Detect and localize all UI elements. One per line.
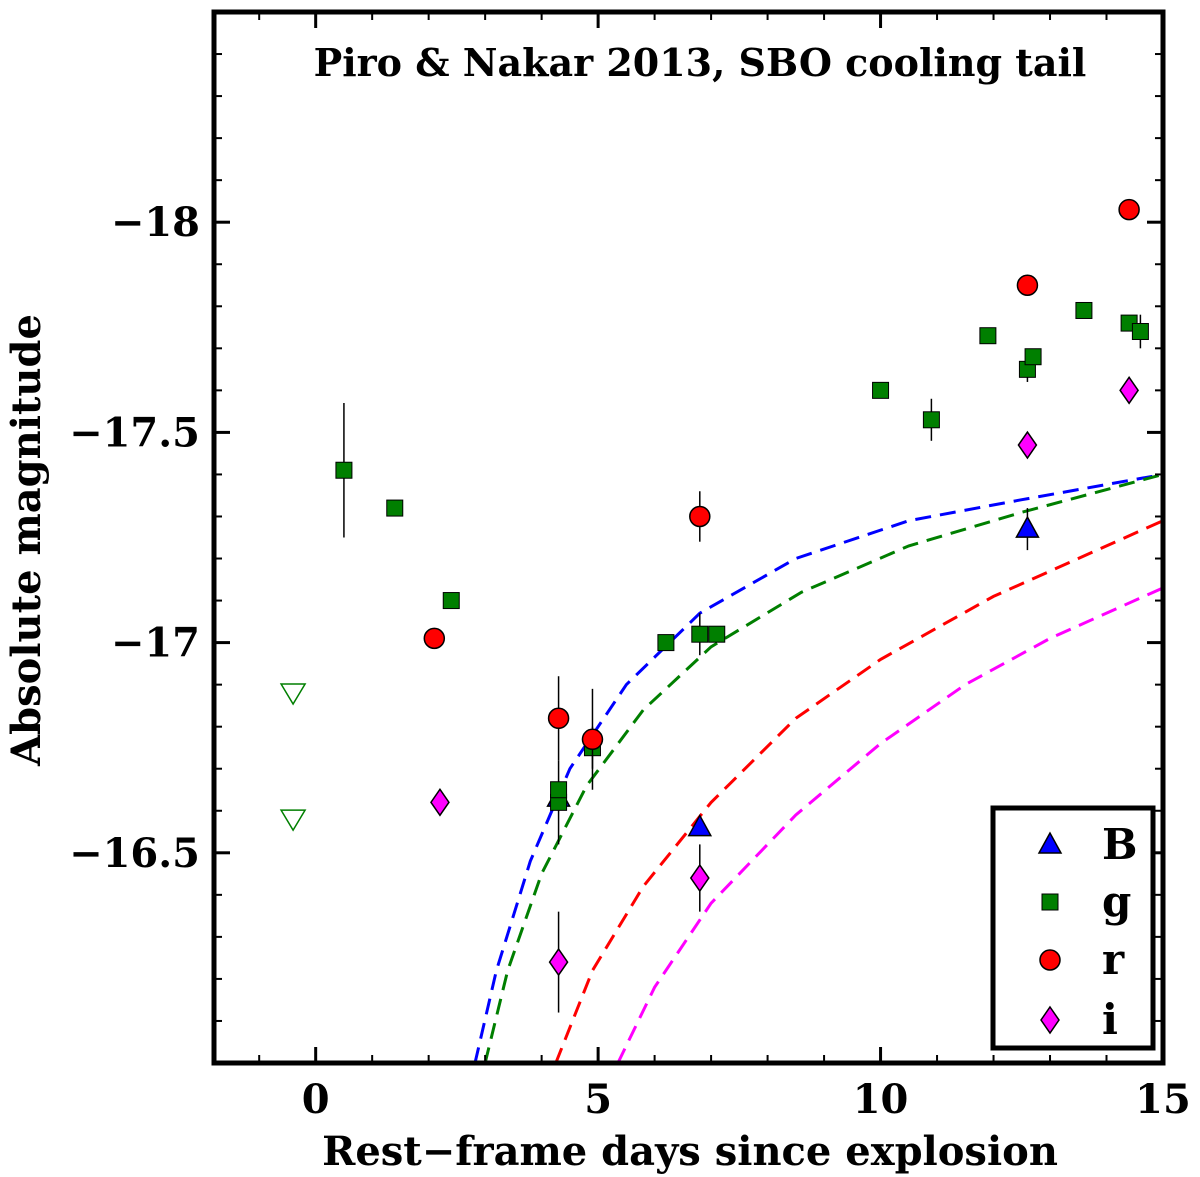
legend-label-i: i xyxy=(1102,995,1118,1044)
x-tick-label: 0 xyxy=(302,1076,330,1123)
data-point-g xyxy=(979,327,997,345)
x-tick-label: 5 xyxy=(584,1076,612,1123)
legend-marker-g xyxy=(1041,893,1059,911)
legend-box xyxy=(990,805,1156,1051)
data-point-r xyxy=(1016,274,1039,297)
x-axis-title: Rest−frame days since explosion xyxy=(322,1128,1058,1175)
legend-marker-B xyxy=(1037,831,1063,854)
data-point-g xyxy=(442,592,460,610)
data-point-g xyxy=(335,461,353,479)
legend-marker-i xyxy=(1040,1005,1060,1035)
data-point-r xyxy=(423,627,446,650)
legend-label-B: B xyxy=(1102,820,1138,869)
data-point-g xyxy=(386,499,404,517)
model-curve-g xyxy=(483,472,1163,1063)
data-points xyxy=(279,198,1149,1013)
legend-entry-g: g xyxy=(1041,877,1131,926)
y-tick-label: −17 xyxy=(111,620,200,667)
data-point-B xyxy=(1015,515,1040,538)
x-tick-label: 10 xyxy=(853,1076,909,1123)
series-g xyxy=(335,301,1149,845)
data-point-g xyxy=(691,625,709,643)
upper-limit-g xyxy=(279,683,307,706)
chart-title: Piro & Nakar 2013, SBO cooling tail xyxy=(314,40,1087,85)
model-curve-i xyxy=(616,586,1163,1063)
data-point-g xyxy=(1075,301,1093,319)
data-point-i xyxy=(548,947,569,977)
legend-label-g: g xyxy=(1102,877,1131,926)
legend-marker-r xyxy=(1039,949,1061,971)
data-point-g xyxy=(872,381,890,399)
data-point-g xyxy=(1024,348,1042,366)
data-point-r xyxy=(581,728,604,751)
data-point-g xyxy=(1131,323,1149,341)
plot-frame xyxy=(211,9,1166,1066)
data-point-r xyxy=(1118,198,1140,221)
y-axis-title: Absolute magnitude xyxy=(3,314,50,767)
data-point-i xyxy=(430,788,450,817)
y-tick-label: −16.5 xyxy=(69,830,200,877)
y-tick-label: −18 xyxy=(111,199,200,246)
data-point-r xyxy=(547,707,570,730)
data-point-B xyxy=(687,814,713,837)
data-point-i xyxy=(1017,430,1038,460)
model-curve-r xyxy=(554,519,1163,1063)
x-tick-label: 15 xyxy=(1135,1076,1191,1123)
data-point-g xyxy=(550,781,568,799)
data-point-g xyxy=(922,411,940,429)
legend-label-r: r xyxy=(1102,935,1125,984)
legend-entry-r: r xyxy=(1039,935,1125,984)
series-i xyxy=(430,376,1140,1013)
y-tick-label: −17.5 xyxy=(69,409,200,456)
series-B xyxy=(546,508,1040,837)
axes: 0 5 10 15 −18 −17.5 −17 −16.5 xyxy=(69,9,1191,1123)
legend-entry-i: i xyxy=(1040,995,1118,1044)
upper-limit-g xyxy=(279,809,307,832)
data-point-g xyxy=(657,634,675,652)
data-point-r xyxy=(689,505,711,528)
data-point-i xyxy=(689,863,710,893)
series-r xyxy=(423,198,1140,790)
data-point-i xyxy=(1119,376,1140,405)
legend-entry-B: B xyxy=(1037,820,1138,869)
data-point-g xyxy=(708,625,726,643)
